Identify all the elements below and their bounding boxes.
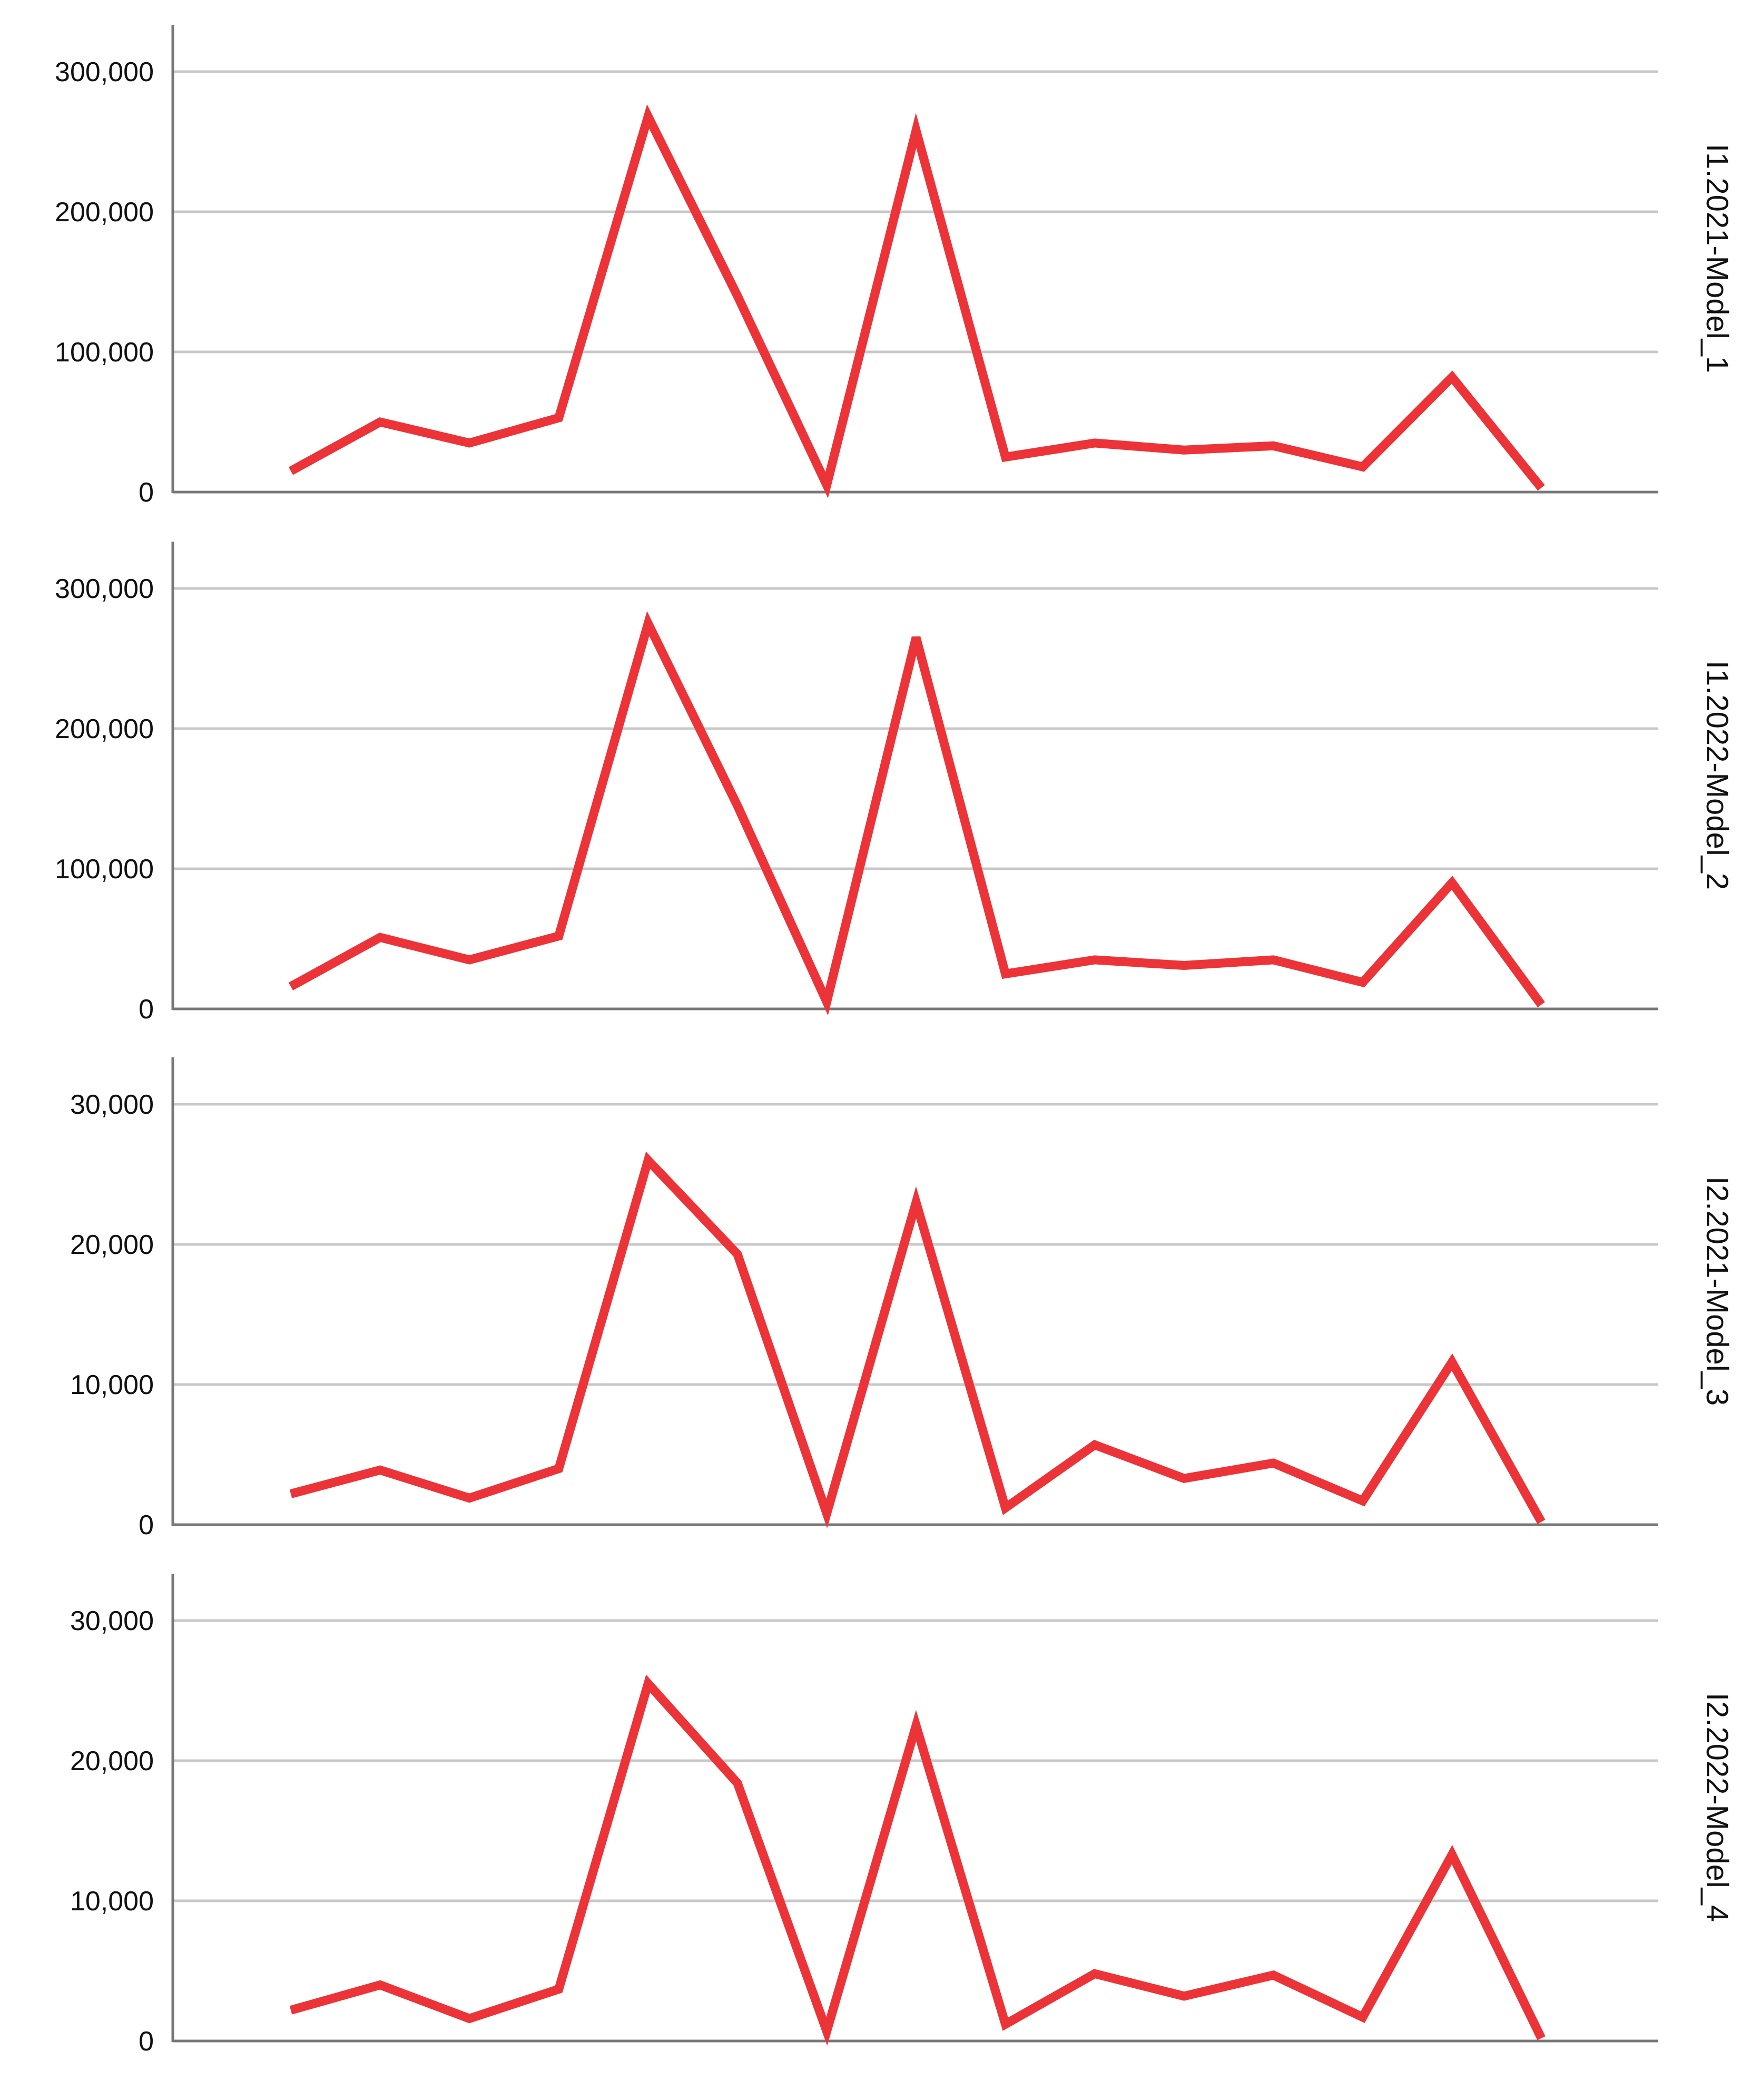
- data-point: [469, 443, 470, 444]
- data-point: [290, 470, 291, 472]
- y-tick-label: 200,000: [55, 197, 154, 228]
- panel-label: I2.2022-Model_4: [1700, 1693, 1734, 1922]
- data-point: [380, 1985, 381, 1986]
- data-point: [558, 417, 559, 418]
- y-tick-label: 100,000: [55, 854, 154, 885]
- data-point: [1184, 449, 1185, 450]
- data-point: [1541, 1004, 1542, 1005]
- chart-panel-4: 0 10,000 20,000 30,000 I2.2022-Model_4: [70, 1574, 1734, 2057]
- y-tick-label: 10,000: [70, 1886, 154, 1917]
- data-point: [1451, 1361, 1452, 1362]
- data-point: [380, 421, 381, 423]
- data-point: [380, 1469, 381, 1470]
- y-tick-label: 10,000: [70, 1370, 154, 1400]
- data-point: [1541, 2038, 1542, 2039]
- data-point: [290, 1494, 291, 1495]
- data-point: [558, 1989, 559, 1990]
- data-point: [916, 1202, 917, 1203]
- data-point: [647, 623, 648, 624]
- data-point: [1094, 1973, 1095, 1974]
- data-point: [1451, 1854, 1452, 1855]
- y-tick-label: 300,000: [55, 57, 154, 87]
- series-line: [288, 611, 1545, 1016]
- data-point: [1094, 959, 1095, 960]
- data-point: [1362, 2017, 1363, 2018]
- panel-label: I2.2021-Model_3: [1700, 1176, 1734, 1406]
- data-point: [737, 805, 738, 806]
- y-tick-label: 20,000: [70, 1746, 154, 1777]
- data-point: [1005, 457, 1006, 458]
- data-point: [1273, 1975, 1274, 1976]
- data-point: [290, 2010, 291, 2011]
- y-tick-label: 300,000: [55, 574, 154, 604]
- data-point: [469, 1498, 470, 1499]
- y-tick-label: 0: [139, 477, 154, 508]
- y-tick-label: 0: [139, 2026, 154, 2057]
- data-point: [1184, 1478, 1185, 1479]
- data-point: [737, 1254, 738, 1255]
- data-point: [469, 2018, 470, 2019]
- chart-panel-2: 0 100,000 200,000 300,000 I1.2022-Model_2: [55, 542, 1734, 1025]
- chart-panel-3: 0 10,000 20,000 30,000 I2.2021-Model_3: [70, 1057, 1734, 1540]
- data-point: [1541, 1522, 1542, 1523]
- y-tick-label: 100,000: [55, 337, 154, 368]
- data-point: [1005, 974, 1006, 975]
- data-point: [469, 959, 470, 960]
- data-point: [1005, 2024, 1006, 2025]
- data-point: [558, 1468, 559, 1469]
- data-point: [916, 1725, 917, 1726]
- data-point: [916, 130, 917, 131]
- data-point: [1362, 1500, 1363, 1502]
- data-point: [737, 296, 738, 297]
- series-line: [289, 1151, 1546, 1528]
- data-point: [1273, 1463, 1274, 1464]
- data-point: [1005, 1507, 1006, 1508]
- data-point: [1184, 1996, 1185, 1997]
- data-point: [826, 2030, 827, 2032]
- data-point: [558, 936, 559, 937]
- data-point: [916, 637, 917, 638]
- series-line: [288, 104, 1545, 498]
- data-point: [647, 1160, 648, 1161]
- data-point: [1451, 882, 1452, 884]
- data-point: [1362, 466, 1363, 467]
- y-tick-label: 30,000: [70, 1606, 154, 1636]
- data-point: [1273, 445, 1274, 446]
- data-point: [1273, 959, 1274, 960]
- panel-label: I1.2022-Model_2: [1700, 661, 1734, 890]
- chart-panel-1: 0 100,000 200,000 300,000 I1.2021-Model_1: [55, 25, 1734, 508]
- data-point: [1541, 487, 1542, 488]
- data-point: [647, 1683, 648, 1684]
- panel-label: I1.2021-Model_1: [1700, 144, 1734, 373]
- y-tick-label: 0: [139, 994, 154, 1025]
- data-point: [737, 1783, 738, 1784]
- data-point: [826, 1002, 827, 1003]
- data-point: [1451, 377, 1452, 378]
- y-tick-label: 20,000: [70, 1230, 154, 1260]
- data-point: [1094, 443, 1095, 444]
- data-point: [290, 986, 291, 987]
- y-tick-label: 200,000: [55, 714, 154, 744]
- series-line: [289, 1674, 1546, 2046]
- data-point: [826, 485, 827, 486]
- y-tick-label: 0: [139, 1510, 154, 1540]
- data-point: [647, 116, 648, 117]
- y-tick-label: 30,000: [70, 1090, 154, 1120]
- data-point: [380, 937, 381, 938]
- data-point: [826, 1513, 827, 1514]
- data-point: [1184, 965, 1185, 966]
- data-point: [1094, 1444, 1095, 1445]
- data-point: [1362, 982, 1363, 983]
